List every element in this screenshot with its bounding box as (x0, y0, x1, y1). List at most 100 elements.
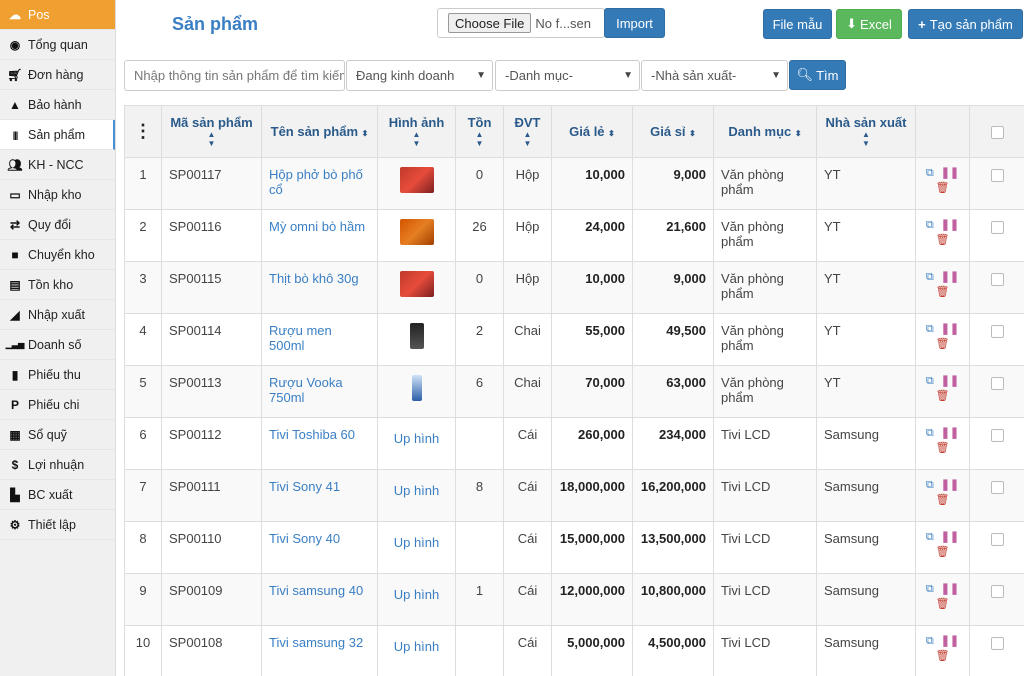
row-checkbox[interactable] (990, 377, 1004, 390)
cell-actions: ⧉ ❚❚ 🗑︎ (915, 417, 970, 470)
cell-image (377, 209, 456, 262)
create-product-button[interactable]: + Tạo sản phẩm (908, 9, 1023, 39)
header-wholesale-price[interactable]: Giá sỉ ⬍ (632, 105, 714, 158)
column-menu-button[interactable]: ⋮ (124, 105, 162, 158)
barcode-print-icon[interactable]: ❚❚ (940, 219, 960, 231)
cell-select (969, 625, 1024, 676)
category-select[interactable]: -Danh mục- ▼ (495, 60, 640, 91)
row-checkbox[interactable] (990, 585, 1004, 598)
sidebar-item-4[interactable]: ||| Sản phẩm (0, 120, 115, 150)
cell-name-link[interactable]: Tivi Sony 41 (261, 469, 378, 522)
search-button[interactable]: 🔍︎ Tìm (789, 60, 846, 90)
barcode-print-icon[interactable]: ❚❚ (940, 583, 960, 595)
header-category[interactable]: Danh mục ⬍ (713, 105, 817, 158)
file-template-button[interactable]: File mẫu (763, 9, 832, 39)
choose-file-button[interactable]: Choose File (448, 13, 532, 33)
sidebar-item-0[interactable]: ☁ Pos (0, 0, 115, 30)
cell-name-link[interactable]: Tivi samsung 40 (261, 573, 378, 626)
manufacturer-select[interactable]: -Nhà sản xuất- ▼ (641, 60, 788, 91)
cell-name-link[interactable]: Tivi samsung 32 (261, 625, 378, 676)
upload-image-link[interactable]: Up hình (377, 521, 456, 574)
sidebar-item-12[interactable]: ▮ Phiếu thu (0, 360, 115, 390)
trash-icon[interactable]: 🗑︎ (935, 234, 950, 246)
barcode-print-icon[interactable]: ❚❚ (940, 271, 960, 283)
sidebar-item-1[interactable]: ◉ Tổng quan (0, 30, 115, 60)
copy-icon[interactable]: ⧉ (925, 375, 934, 387)
header-select-all[interactable] (969, 105, 1024, 158)
barcode-print-icon[interactable]: ❚❚ (940, 635, 960, 647)
sidebar-item-9[interactable]: ▤ Tồn kho (0, 270, 115, 300)
cell-name-link[interactable]: Rượu Vooka 750ml (261, 365, 378, 418)
copy-icon[interactable]: ⧉ (925, 635, 934, 647)
file-input[interactable]: Choose File No f...sen (437, 8, 605, 38)
copy-icon[interactable]: ⧉ (925, 479, 934, 491)
barcode-print-icon[interactable]: ❚❚ (940, 375, 960, 387)
cell-manufacturer: YT (816, 365, 916, 418)
row-checkbox[interactable] (990, 325, 1004, 338)
trash-icon[interactable]: 🗑︎ (935, 442, 950, 454)
row-checkbox[interactable] (990, 221, 1004, 234)
sidebar-item-6[interactable]: ▭ Nhập kho (0, 180, 115, 210)
cell-name-link[interactable]: Thịt bò khô 30g (261, 261, 378, 314)
row-checkbox[interactable] (990, 637, 1004, 650)
trash-icon[interactable]: 🗑︎ (935, 494, 950, 506)
header-unit[interactable]: ĐVT ▲ ▼ (503, 105, 552, 158)
header-retail-price[interactable]: Giá lẻ ⬍ (551, 105, 633, 158)
header-image: Hình ảnh ▲ ▼ (377, 105, 456, 158)
row-checkbox[interactable] (990, 169, 1004, 182)
upload-image-link[interactable]: Up hình (377, 625, 456, 676)
sidebar-item-7[interactable]: ⇄ Quy đổi (0, 210, 115, 240)
copy-icon[interactable]: ⧉ (925, 531, 934, 543)
barcode-print-icon[interactable]: ❚❚ (940, 167, 960, 179)
copy-icon[interactable]: ⧉ (925, 323, 934, 335)
barcode-print-icon[interactable]: ❚❚ (940, 427, 960, 439)
sidebar-item-10[interactable]: ◢ Nhập xuất (0, 300, 115, 330)
header-name[interactable]: Tên sản phẩm ⬍ (261, 105, 378, 158)
excel-export-button[interactable]: ⬇ Excel (836, 9, 902, 39)
header-code[interactable]: Mã sản phẩm ▲ ▼ (161, 105, 262, 158)
row-checkbox[interactable] (990, 481, 1004, 494)
upload-image-link[interactable]: Up hình (377, 573, 456, 626)
row-checkbox[interactable] (990, 273, 1004, 286)
copy-icon[interactable]: ⧉ (925, 219, 934, 231)
header-stock[interactable]: Tồn ▲ ▼ (455, 105, 504, 158)
upload-image-link[interactable]: Up hình (377, 469, 456, 522)
status-select[interactable]: Đang kinh doanh ▼ (346, 60, 493, 91)
cell-name-link[interactable]: Tivi Sony 40 (261, 521, 378, 574)
row-checkbox[interactable] (990, 429, 1004, 442)
sidebar-item-11[interactable]: ▁▃▅ Doanh số (0, 330, 115, 360)
cell-name-link[interactable]: Hộp phở bò phố cổ (261, 157, 378, 210)
cell-name-link[interactable]: Tivi Toshiba 60 (261, 417, 378, 470)
barcode-print-icon[interactable]: ❚❚ (940, 531, 960, 543)
sidebar-item-3[interactable]: ▲ Bảo hành (0, 90, 115, 120)
sidebar-item-14[interactable]: ▦ Sổ quỹ (0, 420, 115, 450)
header-manufacturer[interactable]: Nhà sản xuất ▲ ▼ (816, 105, 916, 158)
upload-image-link[interactable]: Up hình (377, 417, 456, 470)
search-input[interactable]: Nhập thông tin sản phẩm để tìm kiếm (124, 60, 345, 91)
import-button[interactable]: Import (604, 8, 665, 38)
sidebar-item-8[interactable]: ■ Chuyển kho (0, 240, 115, 270)
barcode-print-icon[interactable]: ❚❚ (940, 479, 960, 491)
copy-icon[interactable]: ⧉ (925, 583, 934, 595)
sidebar-item-16[interactable]: ▙ BC xuất (0, 480, 115, 510)
sidebar-item-5[interactable]: 👥︎ KH - NCC (0, 150, 115, 180)
trash-icon[interactable]: 🗑︎ (935, 546, 950, 558)
cell-name-link[interactable]: Rượu men 500ml (261, 313, 378, 366)
sidebar-item-15[interactable]: $ Lợi nhuận (0, 450, 115, 480)
sidebar-item-17[interactable]: ⚙ Thiết lập (0, 510, 115, 540)
trash-icon[interactable]: 🗑︎ (935, 338, 950, 350)
trash-icon[interactable]: 🗑︎ (935, 598, 950, 610)
trash-icon[interactable]: 🗑︎ (935, 390, 950, 402)
row-checkbox[interactable] (990, 533, 1004, 546)
sidebar-item-2[interactable]: 🛒︎ Đơn hàng (0, 60, 115, 90)
copy-icon[interactable]: ⧉ (925, 167, 934, 179)
cell-name-link[interactable]: Mỳ omni bò hầm (261, 209, 378, 262)
copy-icon[interactable]: ⧉ (925, 427, 934, 439)
trash-icon[interactable]: 🗑︎ (935, 182, 950, 194)
copy-icon[interactable]: ⧉ (925, 271, 934, 283)
barcode-print-icon[interactable]: ❚❚ (940, 323, 960, 335)
trash-icon[interactable]: 🗑︎ (935, 650, 950, 662)
sidebar-item-13[interactable]: P Phiếu chi (0, 390, 115, 420)
trash-icon[interactable]: 🗑︎ (935, 286, 950, 298)
select-all-checkbox[interactable] (990, 126, 1004, 139)
